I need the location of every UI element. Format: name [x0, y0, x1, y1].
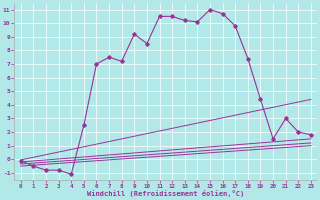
X-axis label: Windchill (Refroidissement éolien,°C): Windchill (Refroidissement éolien,°C) [87, 190, 244, 197]
